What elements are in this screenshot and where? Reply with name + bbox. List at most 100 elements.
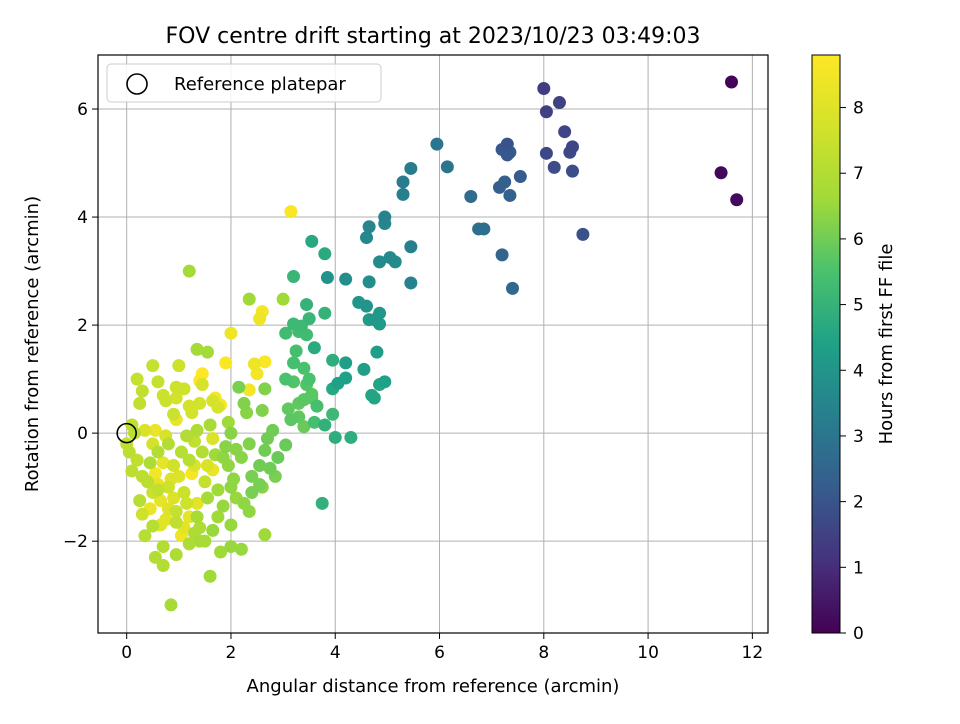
colorbar-ticks: 0 1 2 3 4 5 6 7 8: [840, 99, 864, 644]
data-point: [193, 396, 207, 410]
data-point: [250, 367, 264, 381]
data-point: [127, 426, 141, 440]
data-point: [169, 391, 183, 405]
data-point: [305, 234, 319, 248]
data-point: [148, 550, 162, 564]
data-point: [344, 430, 358, 444]
data-point: [221, 459, 235, 473]
data-point: [513, 170, 527, 184]
data-point: [287, 269, 301, 283]
data-point: [315, 496, 329, 510]
data-point: [276, 292, 290, 306]
data-point: [279, 326, 293, 340]
y-tick-label: 0: [77, 424, 88, 444]
data-point: [281, 402, 295, 416]
data-point: [287, 356, 301, 370]
data-point: [172, 359, 186, 373]
data-point: [167, 491, 181, 505]
data-point: [190, 510, 204, 524]
data-point: [558, 125, 572, 139]
data-point: [328, 430, 342, 444]
data-point: [326, 353, 340, 367]
data-point: [258, 382, 272, 396]
data-point: [193, 534, 207, 548]
data-point: [576, 227, 590, 241]
data-point: [232, 380, 246, 394]
data-point: [161, 437, 175, 451]
data-point: [180, 496, 194, 510]
y-axis-ticks: −2 0 2 4 6: [63, 100, 98, 552]
data-point: [237, 496, 251, 510]
data-point: [362, 220, 376, 234]
data-point: [247, 357, 261, 371]
data-point: [156, 540, 170, 554]
scatter-points: [116, 75, 744, 612]
data-point: [537, 81, 551, 95]
data-point: [133, 396, 147, 410]
colorbar-tick-label: 6: [853, 230, 864, 250]
colorbar-tick-label: 4: [853, 361, 864, 381]
data-point: [396, 187, 410, 201]
data-point: [477, 222, 491, 236]
data-point: [164, 598, 178, 612]
data-point: [227, 472, 241, 486]
data-point: [552, 96, 566, 110]
data-point: [440, 160, 454, 174]
data-point: [135, 507, 149, 521]
data-point: [211, 510, 225, 524]
data-point: [195, 378, 209, 392]
y-tick-label: −2: [63, 532, 88, 552]
data-point: [169, 515, 183, 529]
data-point: [169, 504, 183, 518]
data-point: [271, 450, 285, 464]
data-point: [500, 137, 514, 151]
colorbar-tick-label: 2: [853, 493, 864, 513]
data-point: [203, 569, 217, 583]
data-point: [200, 459, 214, 473]
data-point: [177, 486, 191, 500]
data-point: [318, 418, 332, 432]
data-point: [547, 160, 561, 174]
data-point: [307, 415, 321, 429]
data-point: [367, 313, 381, 327]
data-point: [167, 407, 181, 421]
data-point: [506, 281, 520, 295]
data-point: [219, 356, 233, 370]
data-point: [279, 372, 293, 386]
plot-frame: [97, 54, 769, 634]
data-point: [263, 461, 277, 475]
data-point: [206, 432, 220, 446]
data-point: [190, 496, 204, 510]
data-point: [130, 372, 144, 386]
data-point: [211, 400, 225, 414]
data-point: [565, 140, 579, 154]
data-point: [221, 415, 235, 429]
data-point: [167, 459, 181, 473]
y-axis-label: Rotation from reference (arcmin): [22, 196, 43, 492]
legend-box: [106, 63, 382, 103]
data-point: [360, 299, 374, 313]
data-point: [378, 210, 392, 224]
data-point: [138, 423, 152, 437]
data-point: [180, 429, 194, 443]
data-point: [245, 486, 259, 500]
y-tick-label: 2: [77, 316, 88, 336]
data-point: [339, 272, 353, 286]
data-point: [565, 164, 579, 178]
data-point: [190, 342, 204, 356]
data-point: [255, 403, 269, 417]
data-point: [203, 418, 217, 432]
data-point: [378, 375, 392, 389]
x-tick-label: 2: [226, 643, 237, 663]
data-point: [539, 146, 553, 160]
legend-entry-reference-platepar: Reference platepar: [174, 74, 346, 95]
data-point: [302, 372, 316, 386]
data-point: [151, 483, 165, 497]
legend-marker: [126, 73, 148, 95]
data-point: [730, 193, 744, 207]
data-point: [219, 440, 233, 454]
data-point: [146, 519, 160, 533]
colorbar-tick-label: 3: [853, 427, 864, 447]
data-point: [253, 312, 267, 326]
